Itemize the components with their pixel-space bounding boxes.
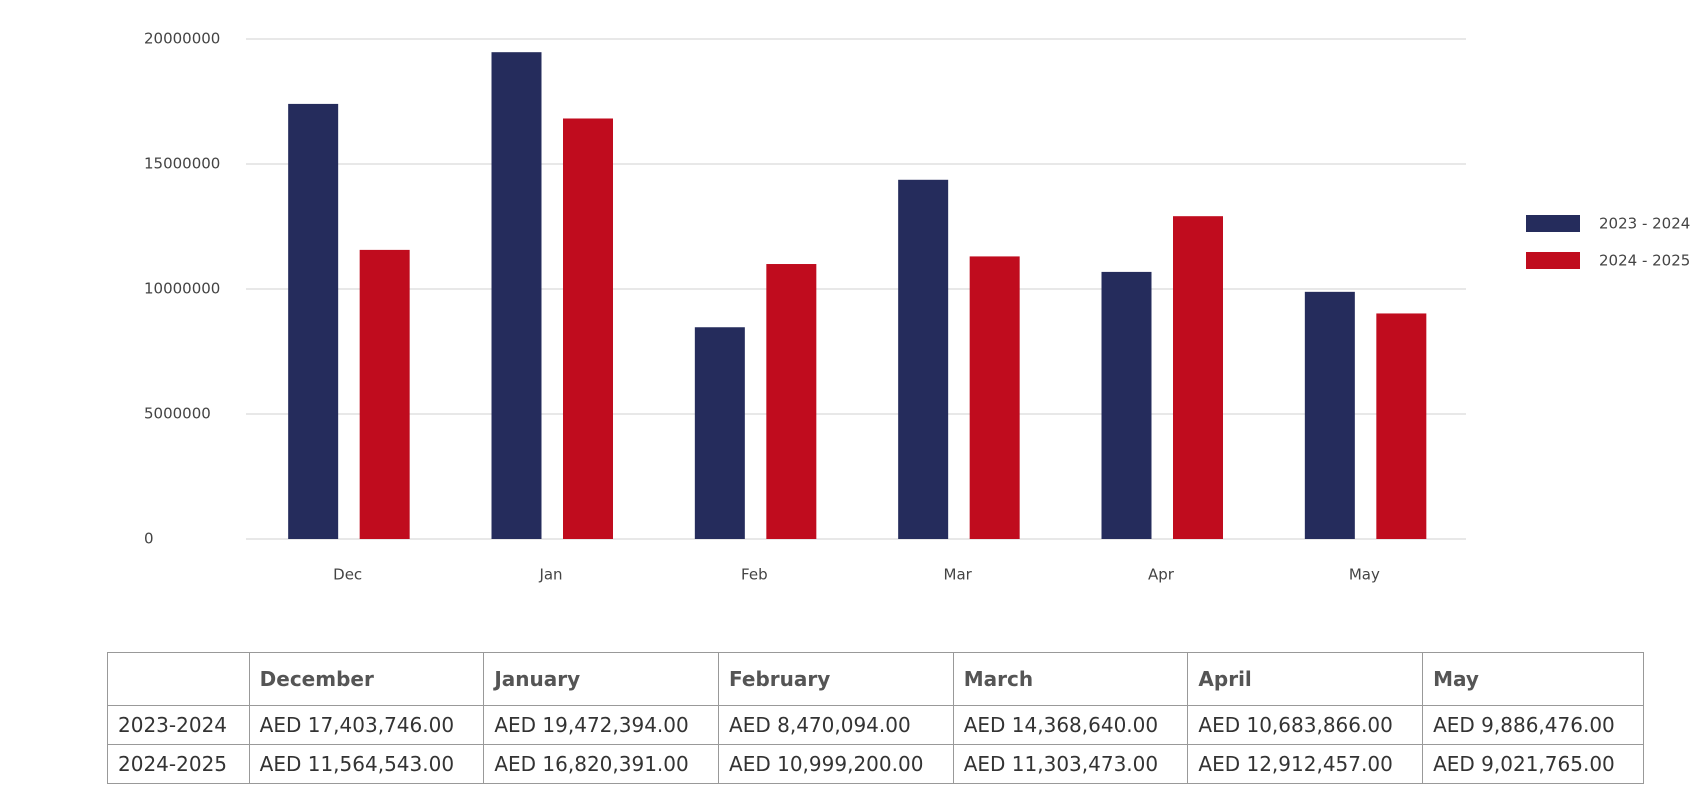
data-table: December January February March April May 202… [107, 652, 1644, 784]
legend-swatch [1526, 252, 1580, 269]
header-cell: May [1422, 652, 1644, 706]
x-tick-label: Mar [944, 566, 973, 584]
header-cell: March [952, 652, 1189, 706]
table-cell: AED 9,021,765.00 [1422, 744, 1644, 784]
table-cell: AED 14,368,640.00 [952, 705, 1189, 745]
table-cell: AED 10,683,866.00 [1187, 705, 1424, 745]
legend-label: 2024 - 2025 [1599, 252, 1690, 270]
row-label: 2023-2024 [107, 705, 250, 745]
x-tick-label: Apr [1148, 566, 1175, 584]
header-cell: February [718, 652, 954, 706]
table-cell: AED 19,472,394.00 [483, 705, 720, 745]
bar [491, 52, 542, 539]
table-cell: AED 17,403,746.00 [248, 705, 485, 745]
bar [1101, 271, 1152, 539]
x-tick-label: Dec [333, 566, 362, 584]
bar [694, 327, 745, 539]
table-cell: AED 10,999,200.00 [718, 744, 954, 784]
bar [898, 179, 949, 539]
bar [359, 249, 410, 540]
table-cell: AED 11,303,473.00 [952, 744, 1189, 784]
legend-label: 2023 - 2024 [1599, 215, 1690, 233]
header-cell: April [1187, 652, 1424, 706]
bar [1173, 216, 1223, 539]
row-label: 2024-2025 [107, 744, 250, 784]
bar [1376, 313, 1427, 539]
y-tick-label: 20000000 [144, 30, 220, 48]
table-row: 2024-2025 AED 11,564,543.00 AED 16,820,391… [107, 744, 1644, 784]
x-tick-label: Jan [538, 566, 562, 584]
header-cell: January [483, 652, 720, 706]
y-tick-label: 10000000 [144, 280, 220, 298]
x-tick-label: May [1349, 566, 1380, 584]
bar [288, 103, 339, 540]
header-cell [107, 652, 250, 706]
y-tick-label: 5000000 [144, 405, 211, 423]
header-cell: December [248, 652, 485, 706]
chart: 0 5000000 10000000 15000000 20000000 Dec Jan Fe… [144, 30, 1690, 584]
table-cell: AED 8,470,094.00 [718, 705, 954, 745]
table-cell: AED 11,564,543.00 [248, 744, 485, 784]
table-header: December January February March April May [107, 652, 1644, 706]
table-cell: AED 16,820,391.00 [483, 744, 720, 784]
table-body: 2023-2024 AED 17,403,746.00 AED 19,472,394… [107, 705, 1644, 784]
table-cell: AED 9,886,476.00 [1422, 705, 1644, 745]
bar [969, 256, 1020, 539]
y-tick-label: 0 [144, 530, 154, 548]
bar [766, 264, 817, 539]
table-row: 2023-2024 AED 17,403,746.00 AED 19,472,394… [107, 705, 1644, 745]
legend-swatch [1526, 215, 1580, 232]
bar [563, 118, 613, 539]
bar [1304, 291, 1355, 539]
table-cell: AED 12,912,457.00 [1187, 744, 1424, 784]
y-tick-label: 15000000 [144, 155, 220, 173]
x-tick-label: Feb [741, 566, 768, 584]
